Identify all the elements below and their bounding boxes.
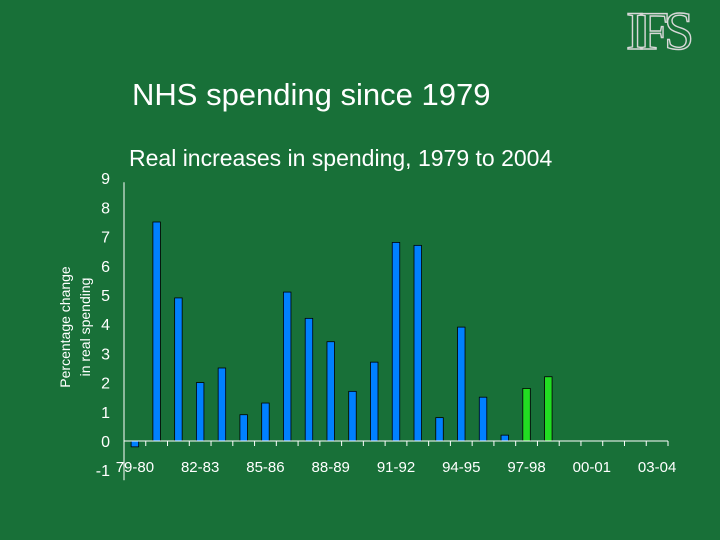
x-tick-label: 91-92 [377,459,415,476]
bar-97-98 [522,388,531,442]
y-tick-label: 5 [101,288,110,305]
bar-80-81 [152,221,161,442]
bar-92-93 [413,244,422,442]
y-tick-label: 0 [101,434,110,451]
y-tick-label: 9 [101,171,110,188]
bar-79-80 [130,440,140,448]
bar-87-88 [304,317,314,442]
bar-94-95 [457,326,466,442]
x-axis-ticks: 79-80 82-83 85-86 88-89 91-92 94-95 97-98 00-01… [116,459,677,476]
y-tick-label: 4 [101,317,110,334]
bar-86-87 [283,291,292,442]
bars [130,221,553,448]
bar-91-92 [391,242,401,442]
x-tick-label: 97-98 [507,459,545,476]
bar-95-96 [478,396,488,442]
bar-81-82 [174,297,183,442]
y-axis-label-line-1: Percentage change [57,266,73,388]
bar-82-83 [196,382,205,442]
y-tick-label: 7 [101,230,110,247]
y-tick-label: -1 [96,463,110,480]
y-tick-label: 6 [101,259,110,276]
bar-84-85 [239,414,248,442]
x-tick-label: 82-83 [181,459,219,476]
x-tick-label: 79-80 [116,459,154,476]
bar-83-84 [217,367,227,442]
x-tick-label: 88-89 [312,459,350,476]
slide-title: NHS spending since 1979 [132,77,491,112]
y-tick-label: 3 [101,346,110,363]
bar-88-89 [326,341,335,442]
bar-90-91 [370,361,379,442]
bar-89-90 [348,390,357,442]
bar-93-94 [435,417,444,442]
y-tick-label: 1 [101,405,110,422]
y-axis-label: Percentage change in real spending [57,266,93,388]
chart-title: Real increases in spending, 1979 to 2004 [129,145,553,171]
y-axis-ticks: 9 8 7 6 5 4 3 2 1 0 -1 [96,171,110,480]
x-tick-label: 03-04 [638,459,676,476]
x-tick-label: 94-95 [442,459,480,476]
x-tick-label: 85-86 [246,459,284,476]
x-tick-label: 00-01 [573,459,611,476]
y-tick-label: 8 [101,200,110,217]
y-tick-label: 2 [101,376,110,393]
y-axis-label-line-2: in real spending [77,278,93,377]
axes [123,182,669,481]
ifs-logo: IFS [625,1,694,61]
bar-96-97 [500,434,509,442]
bar-98-99 [544,376,553,442]
bar-85-86 [261,402,270,442]
